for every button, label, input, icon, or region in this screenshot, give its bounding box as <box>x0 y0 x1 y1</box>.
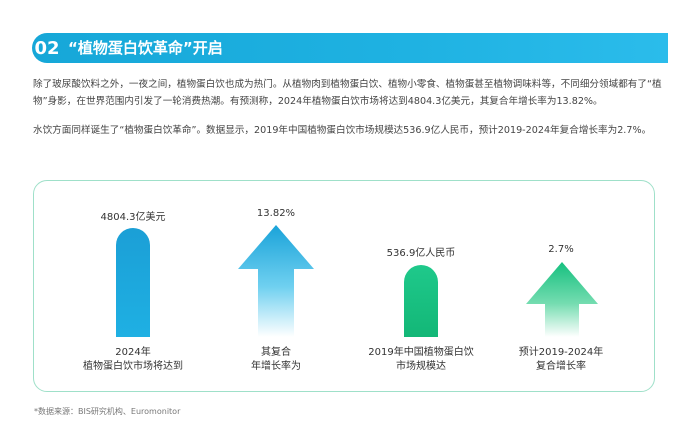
caption-line: 2019年中国植物蛋白饮 <box>368 347 474 358</box>
value-china-2019: 536.9亿人民币 <box>386 248 456 259</box>
caption-line: 市场规模达 <box>396 361 446 372</box>
caption-cagr-china: 预计2019-2024年 复合增长率 <box>491 346 631 374</box>
arrow-up-icon <box>238 225 314 337</box>
caption-cagr-global: 其复合 年增长率为 <box>206 346 346 374</box>
caption-line: 植物蛋白饮市场将达到 <box>83 361 183 372</box>
caption-line: 2024年 <box>115 347 151 358</box>
value-cagr-global: 13.82% <box>256 208 296 219</box>
caption-china-2019: 2019年中国植物蛋白饮 市场规模达 <box>346 346 496 374</box>
section-title: “植物蛋白饮革命”开启 <box>68 39 223 57</box>
caption-line: 复合增长率 <box>536 361 586 372</box>
section-banner <box>32 33 668 63</box>
caption-market-2024: 2024年 植物蛋白饮市场将达到 <box>63 346 203 374</box>
paragraph-2: 水饮方面同样诞生了“植物蛋白饮革命”。数据显示，2019年中国植物蛋白饮市场规模… <box>33 125 652 136</box>
value-cagr-china: 2.7% <box>548 244 574 255</box>
caption-line: 年增长率为 <box>251 361 301 372</box>
caption-line: 预计2019-2024年 <box>518 347 604 358</box>
data-source-note: *数据来源：BIS研究机构、Euromonitor <box>34 407 181 416</box>
bar-market-2024 <box>116 228 150 337</box>
caption-line: 其复合 <box>261 347 291 358</box>
arrow-up-icon <box>526 262 598 337</box>
value-market-2024: 4804.3亿美元 <box>100 212 166 223</box>
bar-china-2019 <box>404 265 438 337</box>
paragraph-1: 除了玻尿酸饮料之外，一夜之间，植物蛋白饮也成为热门。从植物肉到植物蛋白饮、植物小… <box>33 79 662 107</box>
section-number: 02 <box>34 37 60 59</box>
